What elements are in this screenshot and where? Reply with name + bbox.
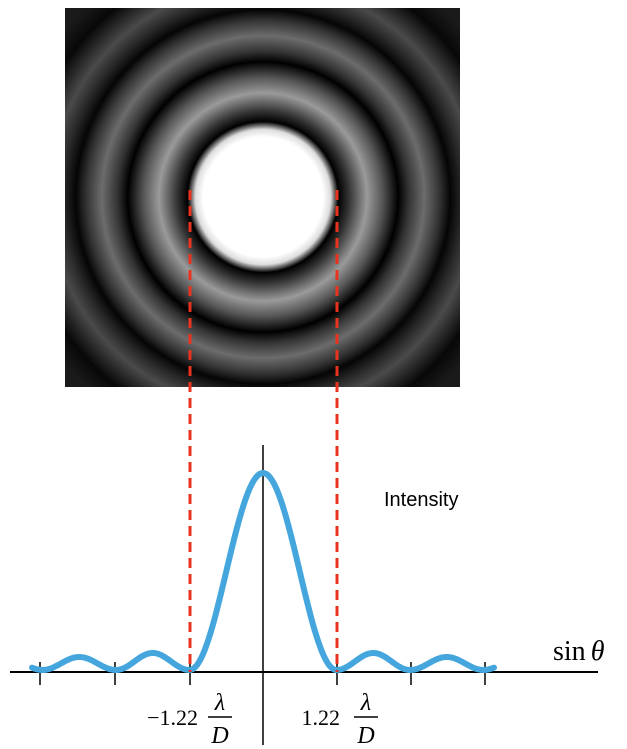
diagram: Intensity sinθ −1.22 λ D 1.22 λ D bbox=[0, 0, 627, 749]
denominator: D bbox=[356, 723, 374, 749]
left-marker: −1.22 λ D bbox=[147, 690, 232, 749]
airy-pattern-image bbox=[65, 8, 460, 387]
coefficient: 1.22 bbox=[302, 705, 341, 730]
intensity-label: Intensity bbox=[384, 489, 458, 511]
right-marker: 1.22 λ D bbox=[302, 690, 379, 749]
numerator: λ bbox=[360, 690, 371, 716]
numerator: λ bbox=[214, 690, 225, 716]
denominator: D bbox=[210, 723, 228, 749]
coefficient: −1.22 bbox=[147, 705, 198, 730]
